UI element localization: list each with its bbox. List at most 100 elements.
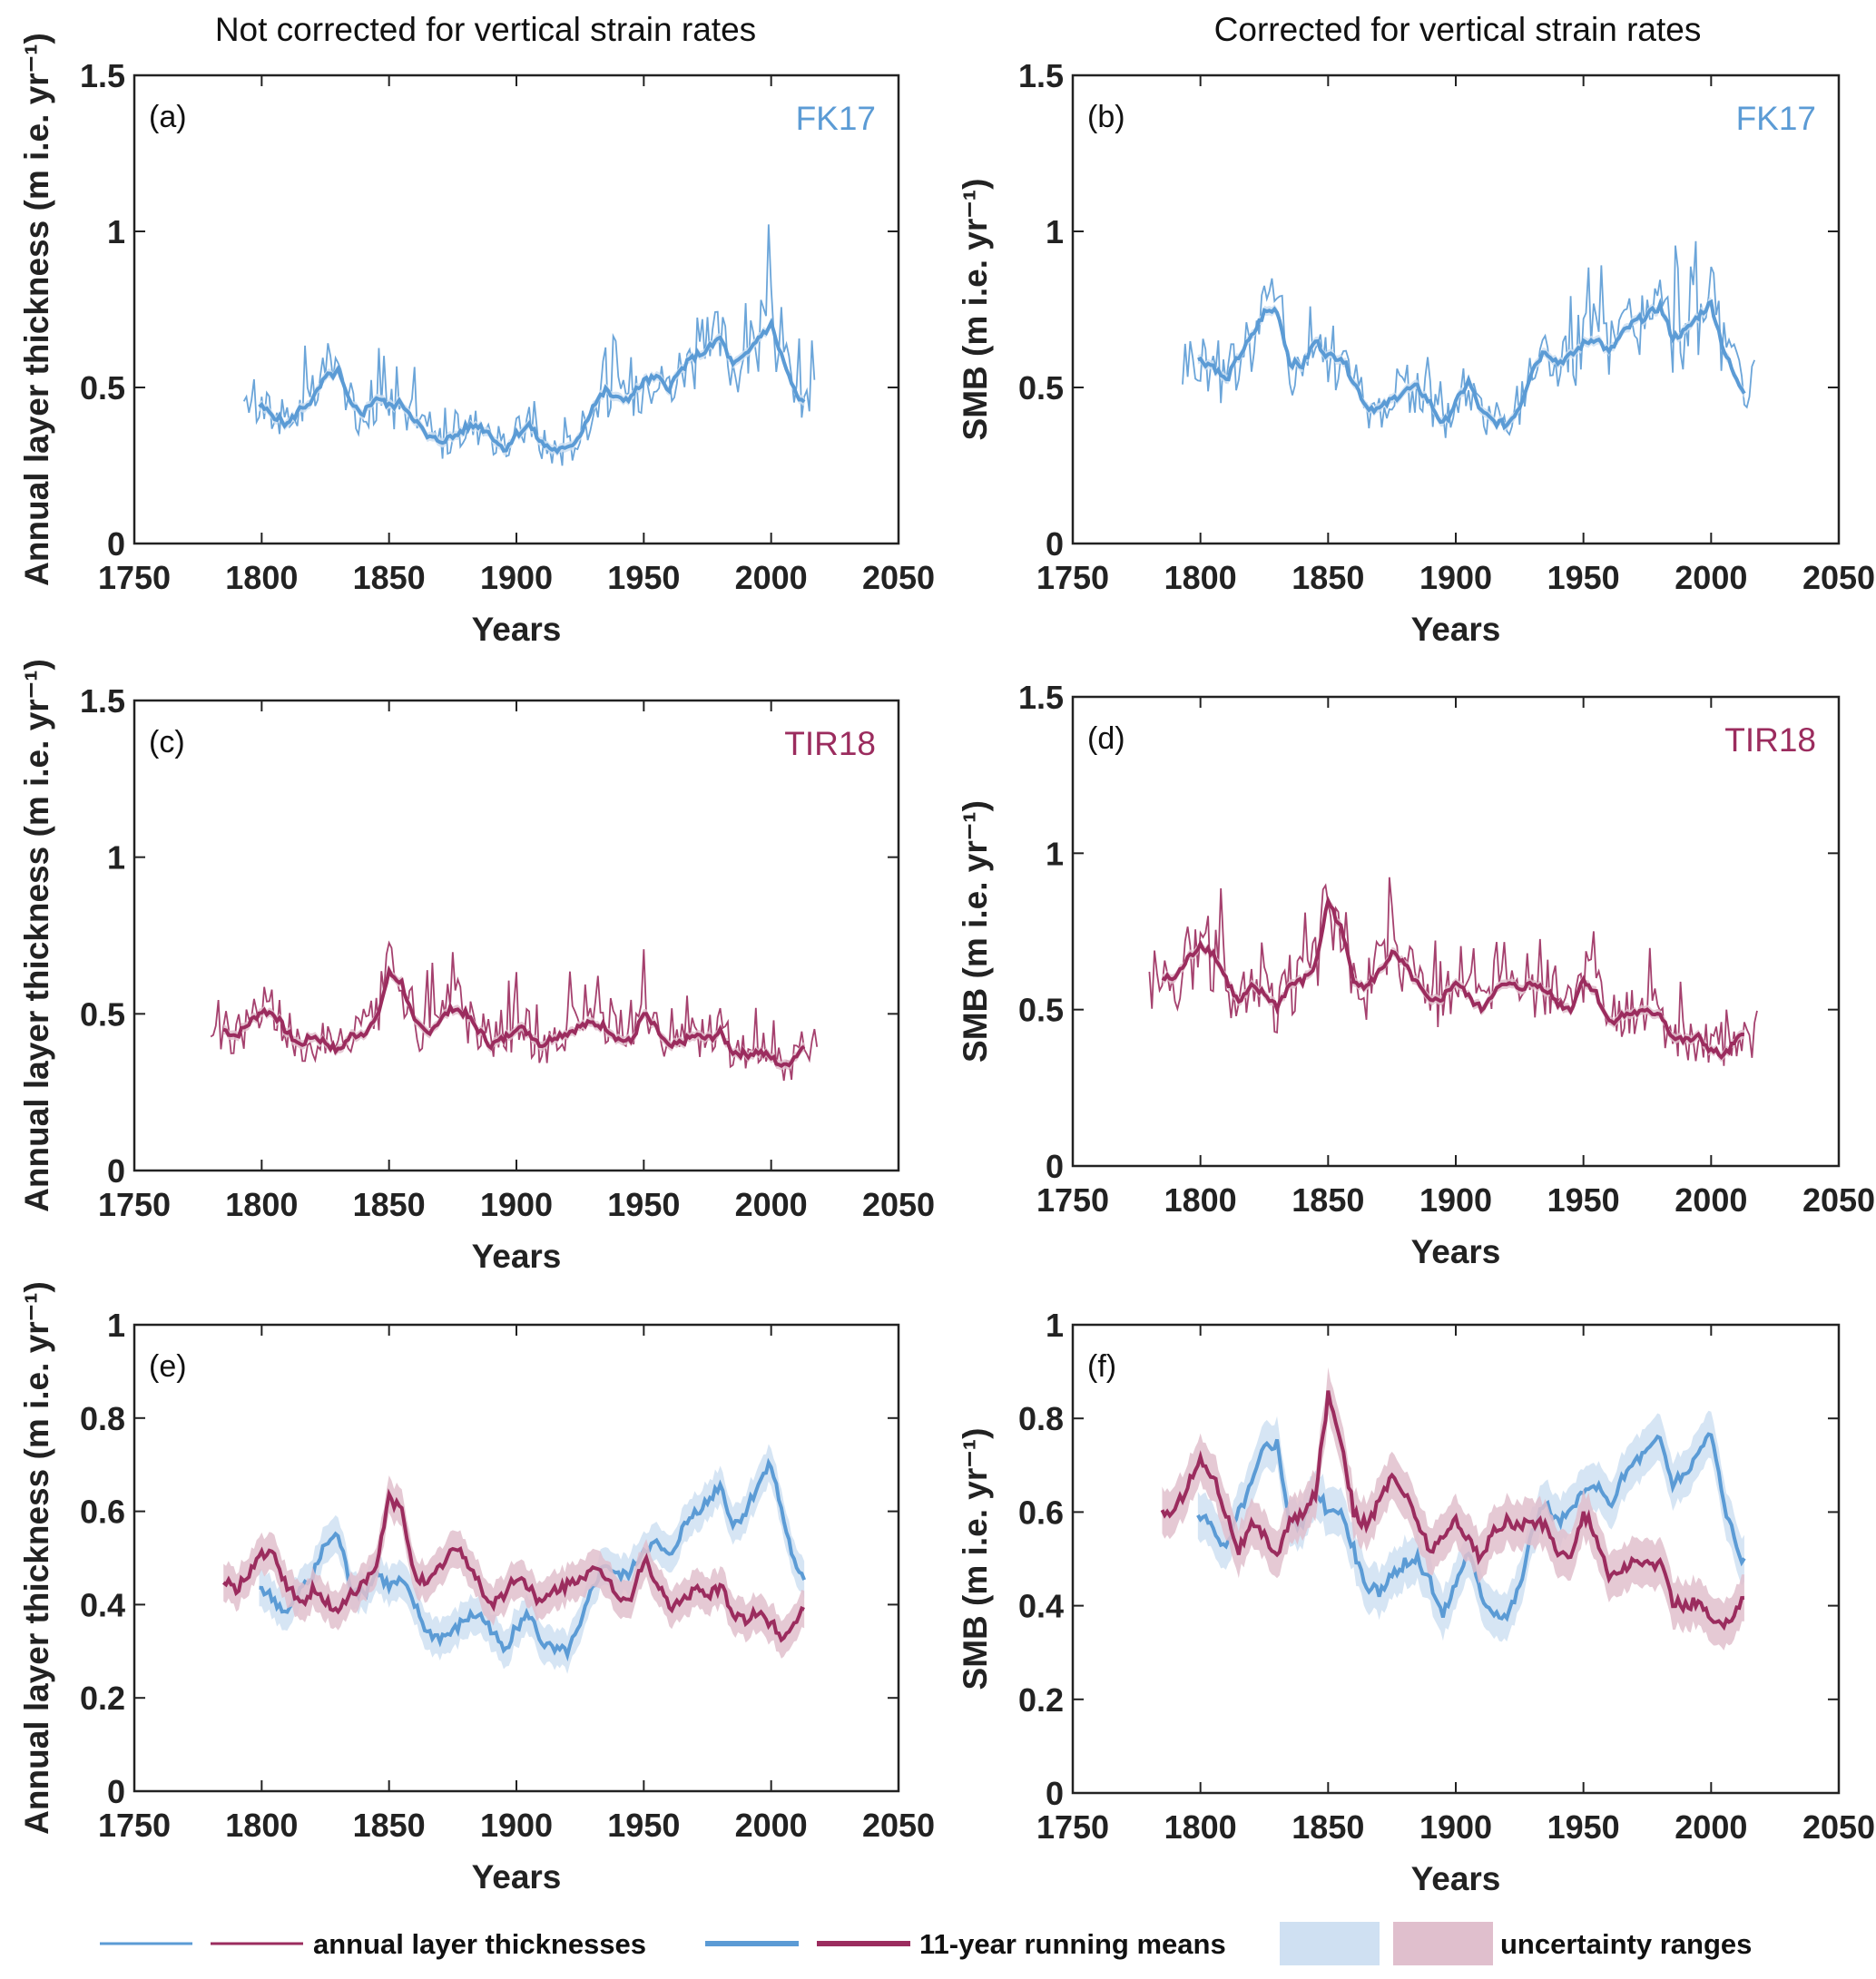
y-axis-label: Annual layer thickness (m i.e. yr⁻¹): [18, 33, 55, 586]
y-tick-label: 0.4: [1018, 1588, 1064, 1625]
fk17-running-mean-line: [258, 317, 806, 456]
y-tick-label: 0.5: [1018, 369, 1064, 407]
tir18-annual-line: [1148, 877, 1758, 1066]
x-axis-label: Years: [472, 1858, 562, 1896]
y-tick-label: 0.5: [1018, 992, 1064, 1029]
y-tick-label: 0: [107, 1773, 125, 1810]
y-axis-label: SMB (m i.e. yr⁻¹): [957, 800, 994, 1063]
y-tick-label: 0: [1046, 1148, 1064, 1185]
plot-area: [1182, 240, 1755, 438]
plot-area: [242, 224, 816, 466]
plot-area: [1160, 1367, 1746, 1651]
tir18-running-mean-line: [222, 965, 806, 1069]
x-axis-label: Years: [1411, 611, 1501, 648]
legend-swatch-fk17-band: [1280, 1922, 1380, 1965]
panel-label: (b): [1087, 100, 1125, 134]
x-tick-label: 2000: [1675, 559, 1747, 596]
panel-d: 1750 1800 1850 1900 1950 2000 2050 0 0.5 1 1.5 Year…: [957, 679, 1875, 1270]
x-tick-label: 1900: [480, 1807, 553, 1844]
x-tick-label: 1800: [225, 559, 298, 596]
y-axis-label: Annual layer thickness (m i.e. yr⁻¹): [18, 659, 55, 1212]
y-tick-label: 0.2: [1018, 1681, 1064, 1719]
x-tick-label: 2050: [1802, 1181, 1875, 1219]
x-tick-label: 1750: [98, 1186, 171, 1223]
x-tick-label: 1950: [1547, 1808, 1620, 1846]
x-tick-label: 1800: [1164, 559, 1237, 596]
x-tick-label: 1850: [1292, 1808, 1364, 1846]
panel-label: (f): [1087, 1349, 1116, 1384]
dataset-label: FK17: [1736, 100, 1816, 137]
y-tick-label: 0: [107, 525, 125, 563]
x-tick-label: 1750: [98, 1807, 171, 1844]
plot-area: [1148, 877, 1758, 1066]
x-tick-label: 1950: [1547, 1181, 1620, 1219]
dataset-label: FK17: [796, 100, 876, 137]
y-tick-label: 0: [107, 1152, 125, 1190]
x-tick-label: 2050: [862, 1186, 935, 1223]
dataset-label: TIR18: [784, 725, 876, 762]
y-tick-label: 0: [1046, 1775, 1064, 1812]
legend-swatch-tir18-band: [1393, 1922, 1493, 1965]
legend-label-band: uncertainty ranges: [1500, 1928, 1752, 1960]
y-tick-label: 0.8: [1018, 1400, 1064, 1437]
tir18-running-mean-line: [221, 1488, 805, 1643]
x-tick-label: 1800: [225, 1807, 298, 1844]
x-tick-label: 1900: [480, 559, 553, 596]
y-tick-label: 1.5: [80, 682, 125, 720]
y-tick-label: 0.5: [80, 369, 125, 407]
plot-area: [210, 940, 819, 1082]
x-tick-label: 2000: [1675, 1808, 1747, 1846]
y-tick-label: 1: [107, 213, 125, 250]
legend: annual layer thicknesses 11-year running…: [100, 1922, 1752, 1965]
x-tick-label: 1950: [1547, 559, 1620, 596]
x-tick-label: 2000: [1675, 1181, 1747, 1219]
x-tick-label: 2050: [862, 1807, 935, 1844]
x-axis-label: Years: [1411, 1233, 1501, 1270]
y-axis-label: SMB (m i.e. yr⁻¹): [957, 179, 994, 441]
axes-frame: [1071, 73, 1841, 545]
tir18-running-mean-line: [1161, 895, 1745, 1061]
fk17-running-mean-line: [1197, 298, 1746, 431]
fk17-annual-line: [1182, 240, 1755, 438]
dataset-label: TIR18: [1724, 721, 1816, 759]
x-axis-label: Years: [472, 1238, 562, 1275]
x-tick-label: 2050: [1802, 1808, 1875, 1846]
tir18-uncertainty-band: [223, 1475, 805, 1659]
axes-frame: [133, 73, 900, 545]
x-tick-label: 1750: [1036, 1808, 1109, 1846]
tir18-uncertainty-band: [1162, 1367, 1744, 1651]
x-tick-label: 1950: [607, 1186, 680, 1223]
y-tick-label: 1: [107, 839, 125, 877]
x-axis-label: Years: [1411, 1860, 1501, 1897]
x-tick-label: 1800: [1164, 1181, 1237, 1219]
x-tick-label: 2000: [735, 559, 808, 596]
x-tick-label: 1750: [1036, 1181, 1109, 1219]
panel-label: (c): [149, 725, 185, 759]
x-axis-label: Years: [472, 611, 562, 648]
panel-a: 1750 1800 1850 1900 1950 2000 2050 0 0.5 1 1.5 Year…: [18, 33, 935, 648]
y-tick-label: 0: [1046, 525, 1064, 563]
axes-frame: [133, 699, 900, 1172]
x-tick-label: 1950: [607, 1807, 680, 1844]
axes-frame: [1071, 1323, 1841, 1795]
y-tick-label: 0.4: [80, 1586, 125, 1623]
x-tick-label: 1850: [1292, 559, 1364, 596]
x-tick-label: 1900: [480, 1186, 553, 1223]
panel-label: (e): [149, 1349, 187, 1384]
panel-c: 1750 1800 1850 1900 1950 2000 2050 0 0.5 1 1.5 Year…: [18, 659, 935, 1275]
x-tick-label: 1850: [353, 1186, 426, 1223]
y-tick-label: 1.5: [1018, 679, 1064, 716]
y-tick-label: 0.2: [80, 1680, 125, 1717]
x-tick-label: 2050: [862, 559, 935, 596]
tir18-running-mean-line: [1160, 1390, 1745, 1631]
x-tick-label: 1800: [225, 1186, 298, 1223]
x-tick-label: 1950: [607, 559, 680, 596]
legend-label-annual: annual layer thicknesses: [313, 1928, 646, 1960]
panel-label: (a): [149, 100, 187, 134]
x-tick-label: 1900: [1419, 1181, 1492, 1219]
y-tick-label: 1: [1046, 835, 1064, 872]
x-tick-label: 1900: [1419, 1808, 1492, 1846]
x-tick-label: 2000: [735, 1807, 808, 1844]
x-tick-label: 1750: [1036, 559, 1109, 596]
